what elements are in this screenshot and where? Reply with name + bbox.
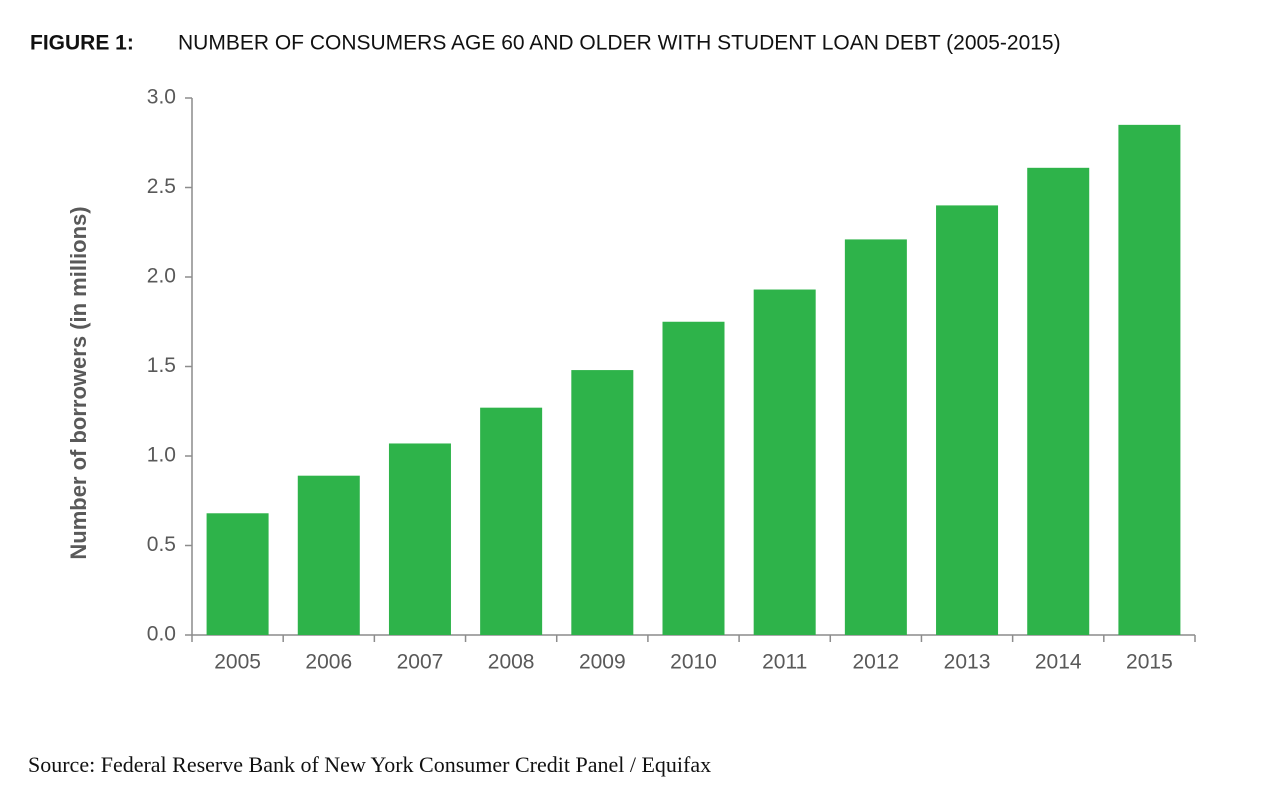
figure-label: FIGURE 1: — [30, 32, 134, 55]
chart-title: NUMBER OF CONSUMERS AGE 60 AND OLDER WIT… — [178, 32, 1061, 55]
bar — [662, 321, 725, 635]
x-tick-label: 2006 — [305, 651, 352, 674]
bar — [388, 443, 451, 635]
x-tick-label: 2011 — [762, 651, 807, 674]
x-tick-label: 2009 — [579, 651, 626, 674]
x-tick-label: 2005 — [214, 651, 261, 674]
x-tick-label: 2015 — [1126, 651, 1173, 674]
y-tick-label: 1.0 — [147, 444, 176, 467]
bar — [753, 289, 816, 635]
bar — [571, 370, 634, 635]
y-tick-label: 1.5 — [147, 354, 176, 377]
y-tick-label: 3.0 — [147, 86, 176, 109]
x-tick-label: 2013 — [944, 651, 991, 674]
bar — [844, 239, 907, 635]
y-axis-label: Number of borrowers (in millions) — [66, 206, 91, 559]
bar — [206, 513, 269, 635]
bar — [936, 205, 999, 635]
x-tick-label: 2012 — [853, 651, 900, 674]
bar — [1027, 167, 1090, 635]
y-tick-label: 0.0 — [147, 623, 176, 646]
y-tick-label: 0.5 — [147, 533, 176, 556]
x-tick-label: 2010 — [670, 651, 717, 674]
bar — [1118, 124, 1181, 635]
y-tick-label: 2.0 — [147, 265, 176, 288]
x-tick-label: 2014 — [1035, 651, 1082, 674]
source-note: Source: Federal Reserve Bank of New York… — [28, 752, 711, 777]
bar — [297, 475, 360, 635]
x-tick-label: 2007 — [397, 651, 444, 674]
bar — [480, 407, 543, 635]
x-tick-label: 2008 — [488, 651, 535, 674]
y-tick-label: 2.5 — [147, 175, 176, 198]
